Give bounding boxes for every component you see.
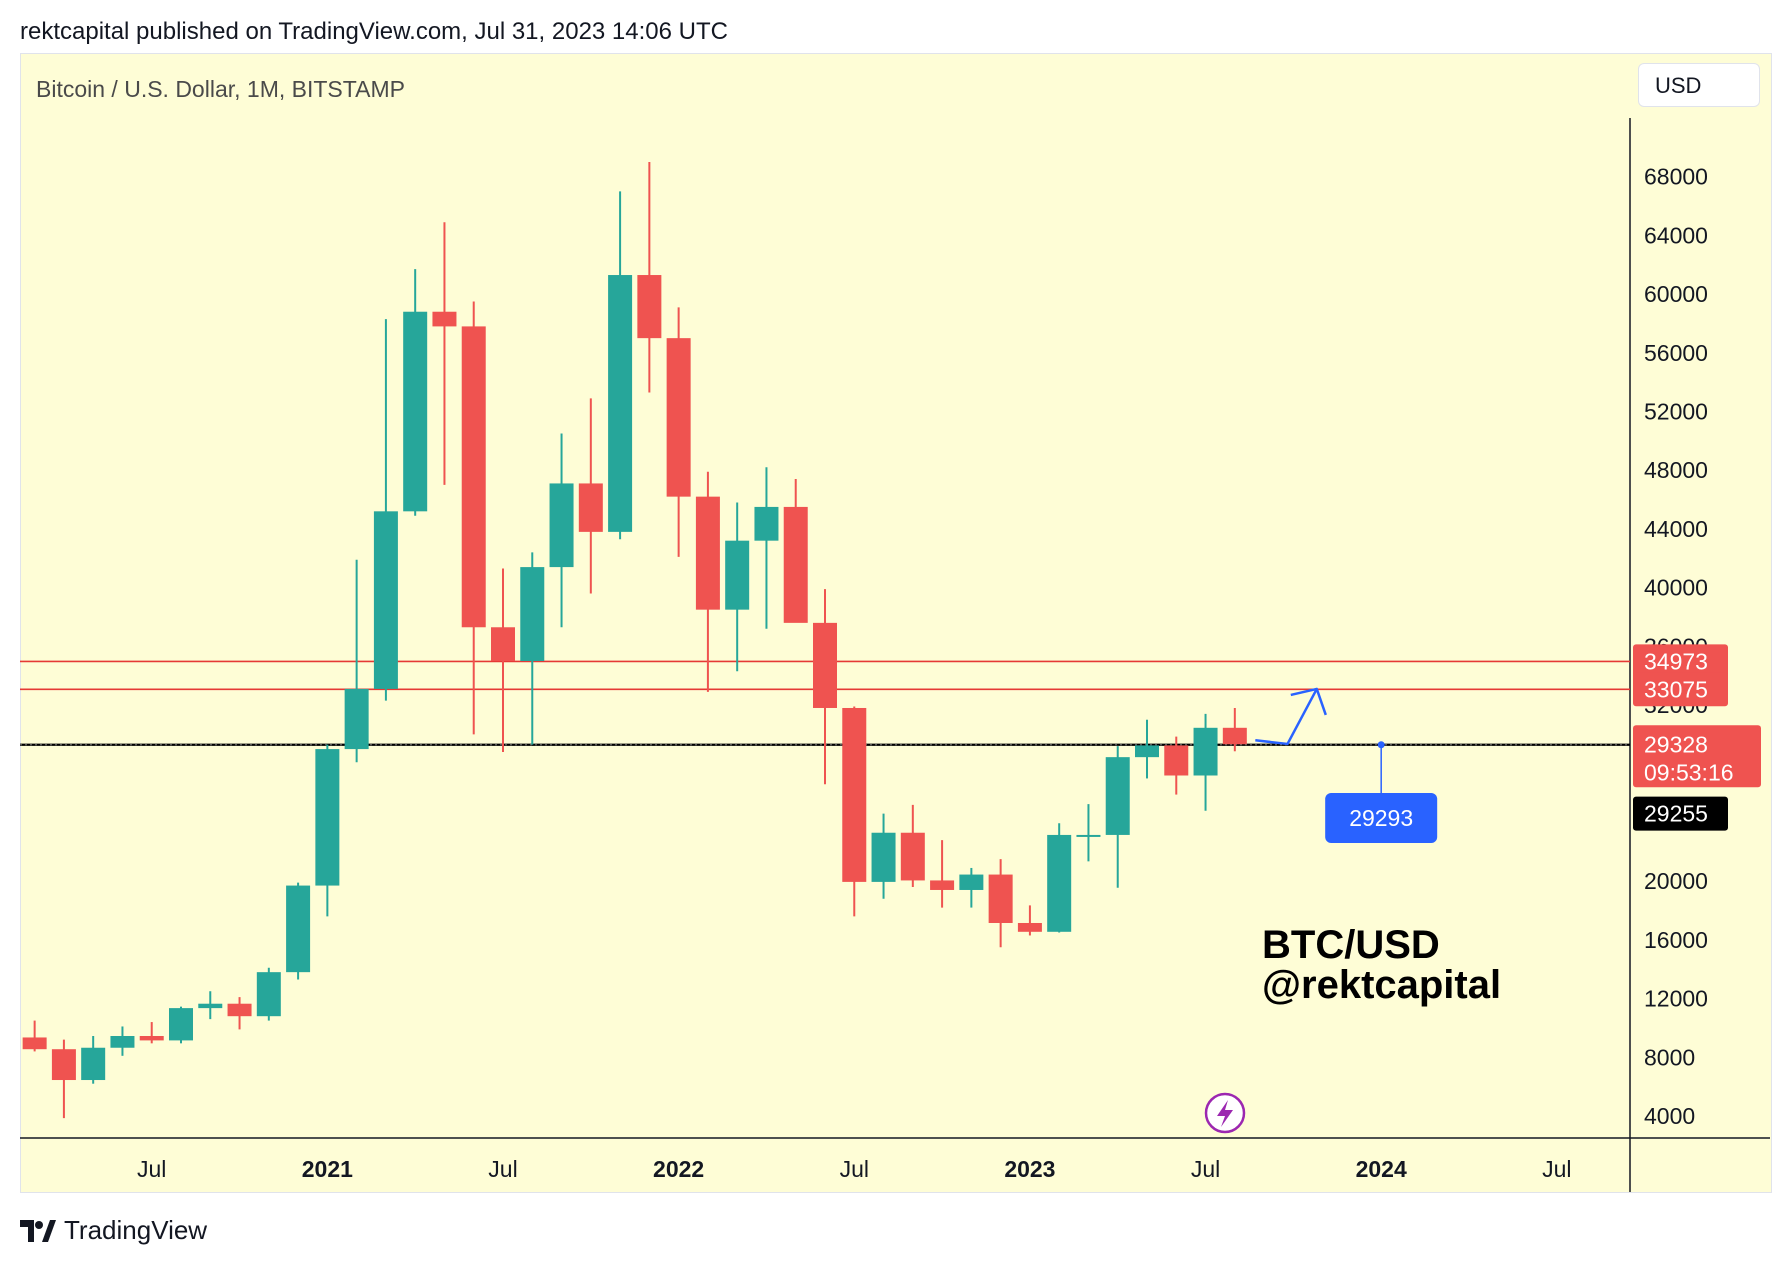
x-tick-label: Jul (488, 1156, 517, 1182)
y-tick-label: 56000 (1644, 340, 1708, 366)
symbol-title: Bitcoin / U.S. Dollar, 1M, BITSTAMP (36, 76, 405, 102)
callout-box (1325, 793, 1438, 843)
x-tick-label: Jul (1542, 1156, 1571, 1182)
x-tick-label: 2024 (1356, 1156, 1407, 1182)
candle-body (608, 275, 633, 532)
candle-body (432, 311, 457, 327)
tradingview-logo-icon (20, 1219, 56, 1242)
currency-selector-button[interactable]: USD (1638, 63, 1760, 107)
y-tick-label: 40000 (1644, 575, 1708, 601)
candle-body (871, 832, 896, 882)
projection-arrow-head (1290, 687, 1327, 716)
candle-body (1076, 834, 1101, 837)
candle-body (461, 326, 486, 628)
candle-body (1105, 757, 1130, 835)
candle-body (1017, 922, 1042, 932)
x-tick-label: 2022 (653, 1156, 704, 1182)
candle-body (403, 311, 428, 512)
candle-body (900, 832, 925, 881)
candle-body (666, 338, 691, 497)
y-tick-label: 20000 (1644, 868, 1708, 894)
candle-body (22, 1037, 47, 1050)
y-tick-label: 68000 (1644, 164, 1708, 190)
published-info: rektcapital published on TradingView.com… (20, 18, 728, 45)
candle-body (549, 483, 574, 568)
x-tick-label: Jul (1191, 1156, 1220, 1182)
candle-body (286, 885, 311, 973)
price-label-33075: 33075 (1644, 676, 1708, 702)
candle-body (81, 1047, 106, 1081)
candle-body (315, 749, 340, 886)
candle-body (930, 880, 955, 890)
chart-panel[interactable] (20, 53, 1772, 1193)
projection-arrow (1255, 688, 1318, 746)
y-tick-label: 60000 (1644, 281, 1708, 307)
last-price-label: 29328 (1644, 731, 1708, 757)
countdown-label: 09:53:16 (1644, 759, 1734, 785)
y-tick-label: 4000 (1644, 1103, 1695, 1129)
watermark-line2: @rektcapital (1262, 963, 1501, 1007)
candle-body (373, 511, 398, 689)
candle-body (695, 496, 720, 610)
candle-body (227, 1003, 252, 1017)
callout-label: 29293 (1349, 805, 1413, 831)
y-tick-label: 44000 (1644, 516, 1708, 542)
callout-anchor-dot (1377, 741, 1385, 749)
candle-body (725, 540, 750, 610)
marker-price-label: 29255 (1644, 801, 1708, 827)
tradingview-brand: TradingView (64, 1215, 208, 1245)
candle-body (139, 1036, 164, 1041)
candle-body (754, 506, 779, 541)
y-tick-label: 52000 (1644, 399, 1708, 425)
y-tick-label: 48000 (1644, 457, 1708, 483)
candle-body (1135, 745, 1159, 758)
price-label-34973-bg (1633, 644, 1728, 679)
candle-body (520, 567, 545, 662)
x-tick-label: 2021 (302, 1156, 353, 1182)
y-tick-label: 16000 (1644, 927, 1708, 953)
candle-body (578, 483, 603, 532)
marker-price-label-bg (1633, 796, 1728, 831)
candle-body (198, 1003, 223, 1009)
candle-body (813, 622, 837, 708)
y-tick-label: 12000 (1644, 986, 1708, 1012)
candle-body (344, 688, 369, 750)
y-tick-label: 8000 (1644, 1044, 1695, 1070)
last-price-label-bg (1633, 725, 1761, 788)
candle-body (988, 874, 1013, 923)
candle-body (51, 1049, 76, 1081)
tradingview-logo: TradingView (20, 1215, 207, 1246)
price-label-33075-bg (1633, 672, 1728, 707)
candle-body (1047, 834, 1072, 932)
candle-body (491, 627, 515, 662)
lightning-icon (1204, 1092, 1246, 1134)
candle-body (256, 972, 281, 1017)
lightning-icon-bolt (1217, 1100, 1233, 1127)
candle-body (1164, 745, 1189, 776)
price-label-34973: 34973 (1644, 648, 1708, 674)
y-tick-label: 64000 (1644, 222, 1708, 248)
candle-body (169, 1008, 193, 1041)
watermark-line1: BTC/USD (1262, 923, 1440, 967)
x-tick-label: Jul (840, 1156, 869, 1182)
x-tick-label: Jul (137, 1156, 166, 1182)
candle-body (1193, 727, 1218, 776)
candle-body (1222, 727, 1247, 745)
x-tick-label: 2023 (1004, 1156, 1055, 1182)
candle-body (842, 707, 867, 882)
candle-body (110, 1036, 135, 1048)
candle-body (783, 506, 808, 623)
candle-body (959, 874, 984, 890)
candle-body (637, 275, 662, 339)
